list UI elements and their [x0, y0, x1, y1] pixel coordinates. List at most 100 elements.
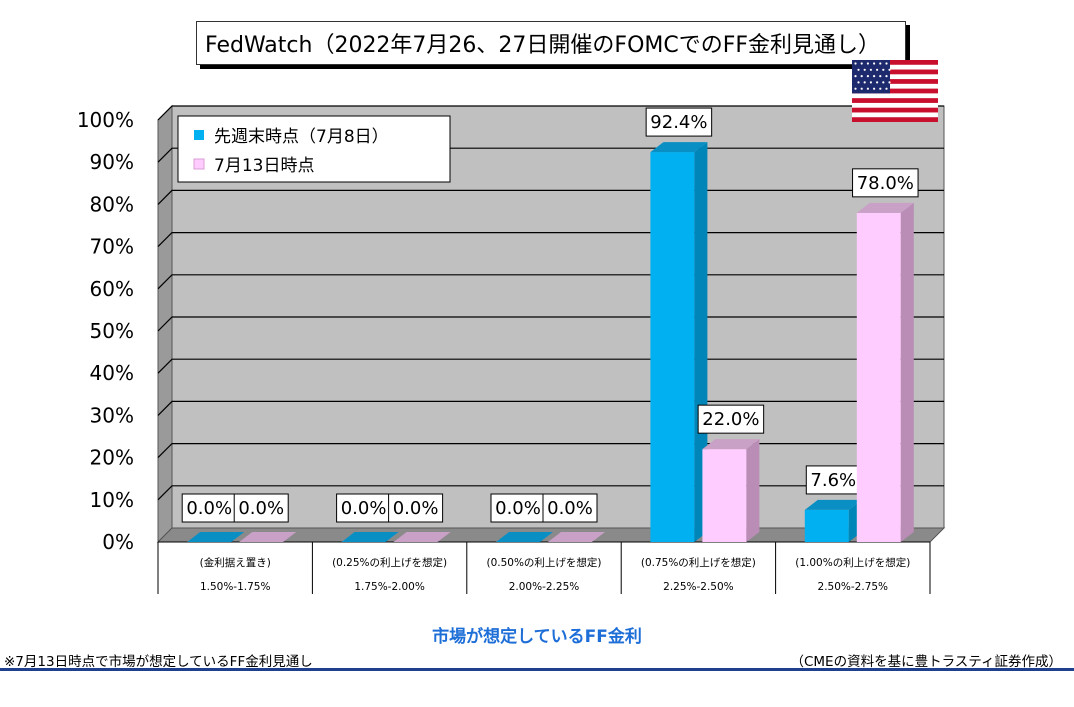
bar-top	[650, 142, 708, 153]
data-label-box	[805, 465, 861, 495]
data-label-box	[388, 493, 444, 523]
data-label-box	[181, 493, 237, 523]
chart-title: FedWatch（2022年7月26、27日開催のFOMCでのFF金利見通し）	[196, 21, 906, 65]
bar-side	[746, 439, 760, 542]
data-label: 92.4%	[650, 112, 707, 133]
flag-stripe	[852, 107, 938, 113]
flag-stripe	[852, 112, 938, 118]
category-range-label: 2.50%-2.75%	[818, 581, 889, 593]
flag-star	[866, 87, 869, 90]
data-label-box	[542, 493, 598, 523]
y-tick-label: 80%	[90, 192, 134, 216]
category-label: (金利据え置き)	[200, 556, 271, 569]
gridline	[157, 105, 944, 121]
y-tick-label: 60%	[90, 277, 134, 301]
flag-star	[863, 68, 866, 71]
flag-stripe	[852, 64, 938, 70]
flag-canton	[852, 60, 890, 94]
data-label-box	[645, 107, 713, 137]
y-tick-label: 100%	[77, 108, 134, 132]
flag-star	[888, 81, 891, 84]
us-flag-icon	[852, 60, 938, 122]
bar-front	[702, 449, 747, 542]
bar-front	[804, 509, 849, 542]
category-label: (0.75%の利上げを想定)	[641, 556, 756, 569]
flag-star	[854, 62, 857, 65]
flag-star	[885, 75, 888, 78]
bar-side	[694, 142, 708, 542]
y-tick-label: 10%	[90, 488, 134, 512]
bar-top	[548, 532, 605, 542]
y-tick-label: 50%	[90, 319, 134, 343]
bar-top	[341, 532, 399, 542]
source-note: （CMEの資料を基に豊トラスティ証券作成）	[790, 654, 1062, 670]
flag-stripe	[852, 93, 938, 99]
y-tick-label: 90%	[90, 150, 134, 174]
category-label: (1.00%の利上げを想定)	[795, 556, 910, 569]
bar-front	[856, 212, 901, 542]
category-range-label: 2.00%-2.25%	[509, 581, 580, 593]
category-label: (0.25%の利上げを想定)	[332, 556, 447, 569]
footnote: ※7月13日時点で市場が想定しているFF金利見通し	[4, 654, 313, 670]
flag-stripe	[852, 83, 938, 89]
category-range-label: 1.50%-1.75%	[200, 581, 271, 593]
legend-box	[177, 115, 451, 183]
data-label: 22.0%	[702, 409, 759, 430]
flag-star	[860, 87, 863, 90]
flag-star	[882, 81, 885, 84]
y-tick-label: 40%	[90, 361, 134, 385]
flag-star	[879, 75, 882, 78]
bar-top	[804, 499, 862, 510]
bar-front	[650, 152, 695, 542]
flag-star	[882, 68, 885, 71]
flag-stripe	[852, 69, 938, 75]
flag-star	[888, 68, 891, 71]
legend-label: 先週末時点（7月8日）	[214, 127, 389, 147]
legend-label: 7月13日時点	[214, 156, 314, 176]
category-range-label: 2.25%-2.50%	[663, 581, 734, 593]
data-label: 0.0%	[186, 498, 232, 519]
flag-star	[854, 87, 857, 90]
flag-star	[857, 81, 860, 84]
flag-star	[866, 75, 869, 78]
flag-stripe	[852, 98, 938, 104]
bar-top	[496, 532, 553, 542]
category-range-label: 1.75%-2.00%	[354, 581, 425, 593]
data-label-box	[697, 404, 765, 434]
flag-star	[879, 87, 882, 90]
x-axis-label: 市場が想定しているFF金利	[432, 627, 642, 647]
flag-star	[879, 62, 882, 65]
data-label: 0.0%	[495, 498, 541, 519]
data-label: 0.0%	[547, 498, 593, 519]
data-label: 78.0%	[857, 173, 914, 194]
bottom-rule	[0, 668, 1074, 671]
flag-stripe	[852, 79, 938, 85]
bar-top	[239, 532, 297, 542]
flag-star	[869, 81, 872, 84]
flag-stripe	[852, 60, 938, 66]
flag-star	[857, 68, 860, 71]
data-label: 0.0%	[238, 498, 284, 519]
data-label-box	[490, 493, 546, 523]
flag-stripe	[852, 102, 938, 108]
data-label-box	[852, 168, 919, 198]
legend-swatch	[193, 158, 205, 170]
flag-star	[863, 81, 866, 84]
y-tick-label: 30%	[90, 403, 134, 427]
flag-stripe	[852, 117, 938, 122]
bar-top	[856, 202, 914, 213]
flag-star	[876, 81, 879, 84]
flag-star	[854, 75, 857, 78]
data-label: 0.0%	[393, 498, 439, 519]
data-label: 0.0%	[341, 498, 387, 519]
flag-star	[860, 75, 863, 78]
flag-star	[873, 87, 876, 90]
flag-star	[876, 68, 879, 71]
bar-top	[393, 532, 451, 542]
y-tick-label: 70%	[90, 235, 134, 259]
flag-stripe	[852, 88, 938, 94]
flag-star	[866, 62, 869, 65]
category-label: (0.50%の利上げを想定)	[486, 556, 601, 569]
flag-star	[869, 68, 872, 71]
